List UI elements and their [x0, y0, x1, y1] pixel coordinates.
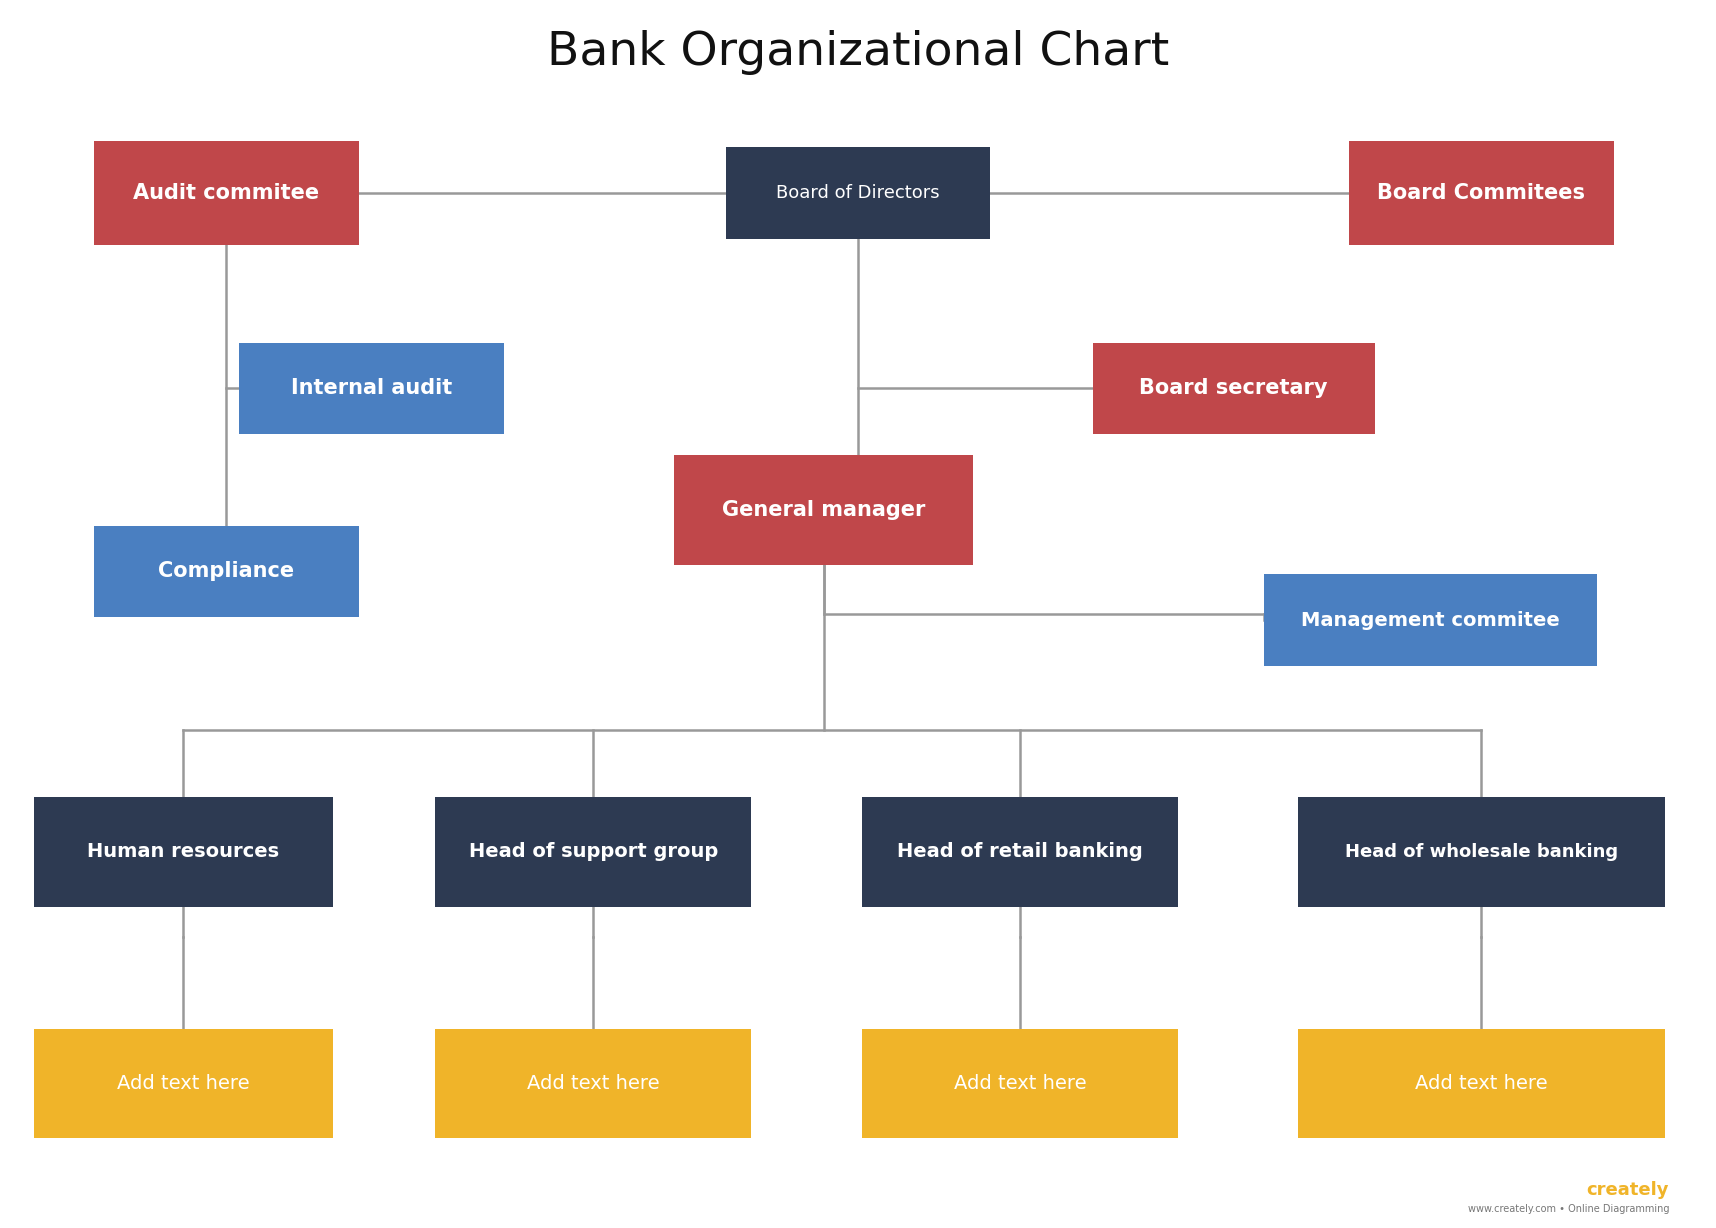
Text: Add text here: Add text here — [1416, 1074, 1548, 1093]
FancyBboxPatch shape — [239, 343, 505, 435]
Text: Board Commitees: Board Commitees — [1378, 183, 1586, 203]
Text: Head of wholesale banking: Head of wholesale banking — [1345, 842, 1618, 861]
Text: Board of Directors: Board of Directors — [776, 184, 940, 203]
FancyBboxPatch shape — [1297, 797, 1665, 906]
Text: Human resources: Human resources — [88, 842, 280, 861]
FancyBboxPatch shape — [1297, 1029, 1665, 1138]
Text: Internal audit: Internal audit — [290, 378, 451, 398]
FancyBboxPatch shape — [94, 526, 359, 616]
FancyBboxPatch shape — [726, 147, 990, 239]
Text: www.creately.com • Online Diagramming: www.creately.com • Online Diagramming — [1467, 1205, 1670, 1214]
FancyBboxPatch shape — [1263, 575, 1596, 666]
FancyBboxPatch shape — [34, 1029, 333, 1138]
Text: Management commitee: Management commitee — [1301, 610, 1560, 630]
FancyBboxPatch shape — [1093, 343, 1375, 435]
Text: creately: creately — [1587, 1180, 1670, 1199]
FancyBboxPatch shape — [34, 797, 333, 906]
FancyBboxPatch shape — [436, 797, 752, 906]
FancyBboxPatch shape — [861, 1029, 1179, 1138]
Text: Head of support group: Head of support group — [468, 842, 717, 861]
FancyBboxPatch shape — [1349, 141, 1613, 246]
Text: Head of retail banking: Head of retail banking — [897, 842, 1143, 861]
FancyBboxPatch shape — [436, 1029, 752, 1138]
Text: Board secretary: Board secretary — [1139, 378, 1328, 398]
Text: Bank Organizational Chart: Bank Organizational Chart — [547, 31, 1169, 75]
FancyBboxPatch shape — [861, 797, 1179, 906]
FancyBboxPatch shape — [674, 456, 973, 565]
FancyBboxPatch shape — [94, 141, 359, 246]
Text: Add text here: Add text here — [954, 1074, 1086, 1093]
Text: General manager: General manager — [722, 500, 925, 521]
Text: Add text here: Add text here — [117, 1074, 251, 1093]
Text: Audit commitee: Audit commitee — [134, 183, 319, 203]
Text: Compliance: Compliance — [158, 561, 293, 581]
Text: Add text here: Add text here — [527, 1074, 659, 1093]
